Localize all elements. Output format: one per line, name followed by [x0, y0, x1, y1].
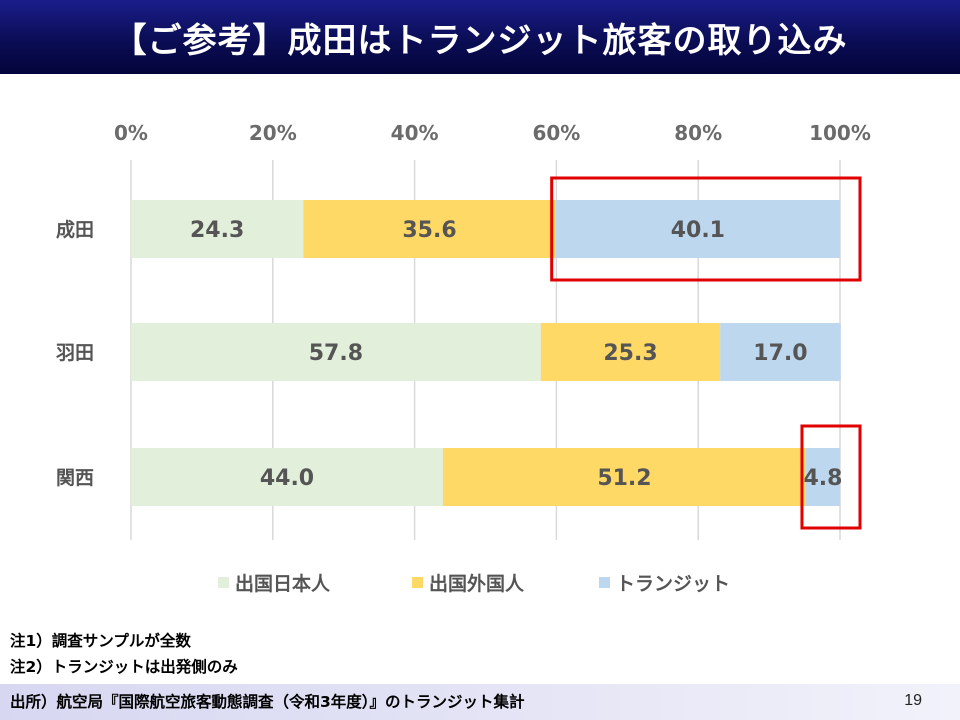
- note-2: 注2）トランジットは出発側のみ: [10, 658, 238, 676]
- category-label: 関西: [56, 467, 94, 489]
- bar-segment: [805, 448, 840, 506]
- data-label: 17.0: [753, 341, 807, 366]
- x-tick-label: 40%: [391, 121, 439, 145]
- x-tick-label: 0%: [114, 121, 148, 145]
- data-label: 25.3: [603, 341, 657, 366]
- legend-label: 出国外国人: [429, 572, 525, 595]
- bar-segment: [131, 448, 443, 506]
- highlight-box: [550, 176, 862, 282]
- legend-swatch: [218, 577, 229, 588]
- x-tick-label: 80%: [674, 121, 722, 145]
- title-bar: 【ご参考】成田はトランジット旅客の取り込み: [0, 0, 960, 74]
- page-number: 19: [904, 692, 922, 709]
- note-1: 注1）調査サンプルが全数: [10, 632, 191, 650]
- bar-segment: [540, 323, 721, 381]
- slide-title: 【ご参考】成田はトランジット旅客の取り込み: [112, 20, 848, 61]
- legend-swatch: [599, 577, 610, 588]
- bar-segment: [720, 323, 841, 381]
- x-tick-label: 20%: [249, 121, 297, 145]
- highlight-box: [800, 424, 862, 530]
- x-tick-label: 100%: [809, 121, 871, 145]
- legend-label: 出国日本人: [235, 572, 331, 595]
- bar-segment: [131, 323, 541, 381]
- legend-label: トランジット: [616, 573, 730, 595]
- data-label: 35.6: [402, 218, 456, 243]
- bar-segment: [442, 448, 806, 506]
- bar-segment: [303, 200, 556, 258]
- data-label: 57.8: [309, 341, 363, 366]
- data-label: 40.1: [671, 218, 725, 243]
- category-label: 羽田: [56, 342, 94, 364]
- data-label: 44.0: [260, 466, 314, 491]
- notes: 注1）調査サンプルが全数 注2）トランジットは出発側のみ: [10, 628, 238, 680]
- source-text: 出所）航空局『国際航空旅客動態調査（令和3年度）』のトランジット集計: [10, 693, 525, 711]
- bar-segment: [131, 200, 304, 258]
- data-label: 4.8: [803, 466, 842, 491]
- data-label: 51.2: [597, 466, 651, 491]
- bar-segment: [555, 200, 840, 258]
- x-tick-label: 60%: [532, 121, 580, 145]
- legend-swatch: [412, 577, 423, 588]
- source-bar: 出所）航空局『国際航空旅客動態調査（令和3年度）』のトランジット集計 19: [0, 684, 960, 720]
- category-label: 成田: [56, 218, 94, 241]
- data-label: 24.3: [190, 218, 244, 243]
- stacked-bar-chart: 0% 20% 40% 60% 80% 100% 成田 24.3 35.6 40.1 羽田 57.8 25…: [56, 121, 871, 595]
